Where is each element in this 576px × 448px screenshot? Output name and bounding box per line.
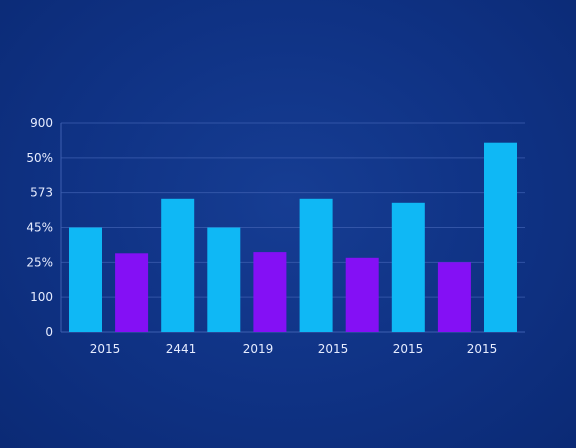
y-tick-label: 45% bbox=[26, 221, 53, 235]
y-tick-label: 900 bbox=[30, 116, 53, 130]
x-tick-label: 2441 bbox=[166, 342, 197, 356]
x-tick-label: 2015 bbox=[467, 342, 498, 356]
bar-series-1 bbox=[69, 227, 102, 332]
bar-series-2 bbox=[253, 252, 287, 332]
bar-series-1 bbox=[484, 142, 517, 332]
bar-series-2 bbox=[115, 253, 149, 332]
bar-series-1 bbox=[207, 227, 241, 332]
x-tick-label: 2015 bbox=[318, 342, 349, 356]
bar-series-2 bbox=[437, 262, 471, 332]
y-tick-label: 25% bbox=[26, 255, 53, 269]
bars bbox=[69, 142, 517, 332]
y-tick-label: 100 bbox=[30, 290, 53, 304]
x-axis-ticks: 2015 2441 2019 2015 2015 2015 bbox=[90, 342, 498, 356]
bar-series-1 bbox=[299, 198, 333, 332]
x-tick-label: 2019 bbox=[243, 342, 274, 356]
x-tick-label: 2015 bbox=[90, 342, 121, 356]
x-tick-label: 2015 bbox=[393, 342, 424, 356]
y-axis-ticks: 0 100 25% 45% 573 50% 900 bbox=[26, 116, 53, 339]
bar-series-1 bbox=[391, 202, 425, 332]
bar-series-2 bbox=[345, 257, 379, 332]
y-tick-label: 50% bbox=[26, 151, 53, 165]
y-tick-label: 573 bbox=[30, 186, 53, 200]
bar-series-1 bbox=[161, 198, 195, 332]
y-tick-label: 0 bbox=[45, 325, 53, 339]
